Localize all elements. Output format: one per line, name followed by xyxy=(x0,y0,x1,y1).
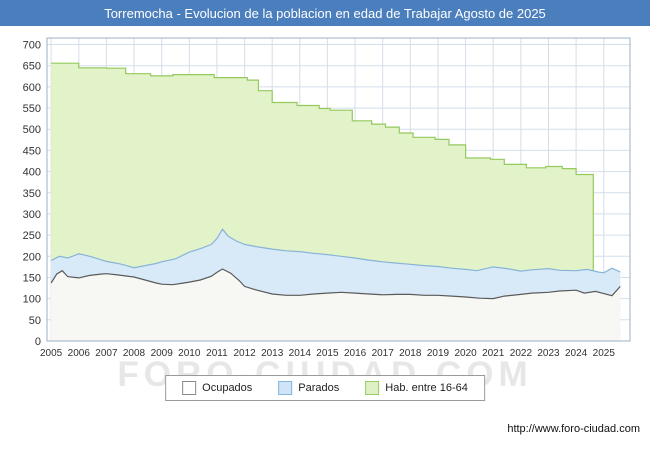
svg-text:2020: 2020 xyxy=(454,348,477,359)
svg-text:450: 450 xyxy=(23,145,41,157)
svg-text:400: 400 xyxy=(23,167,41,179)
svg-text:250: 250 xyxy=(23,230,41,242)
svg-text:2018: 2018 xyxy=(399,348,422,359)
svg-text:2015: 2015 xyxy=(316,348,339,359)
page-title: Torremocha - Evolucion de la poblacion e… xyxy=(104,5,546,21)
svg-text:2005: 2005 xyxy=(40,348,63,359)
legend-item-parados: Parados xyxy=(278,381,339,395)
svg-text:2022: 2022 xyxy=(510,348,533,359)
svg-text:2010: 2010 xyxy=(178,348,201,359)
svg-text:150: 150 xyxy=(23,273,41,285)
footer-url[interactable]: http://www.foro-ciudad.com xyxy=(507,423,640,435)
ocupados-swatch xyxy=(182,381,197,395)
legend-item-hab-16-64: Hab. entre 16-64 xyxy=(365,381,468,395)
svg-text:2012: 2012 xyxy=(233,348,256,359)
svg-text:0: 0 xyxy=(35,336,41,348)
svg-text:650: 650 xyxy=(23,61,41,73)
svg-text:200: 200 xyxy=(23,251,41,263)
title-bar: Torremocha - Evolucion de la poblacion e… xyxy=(0,0,650,26)
svg-text:600: 600 xyxy=(23,82,41,94)
svg-text:100: 100 xyxy=(23,294,41,306)
hab-16-64-swatch xyxy=(365,381,380,395)
svg-text:2017: 2017 xyxy=(372,348,395,359)
svg-text:2024: 2024 xyxy=(565,348,588,359)
legend-label-parados: Parados xyxy=(298,382,340,394)
legend-label-ocupados: Ocupados xyxy=(202,382,253,394)
svg-text:2011: 2011 xyxy=(206,348,228,359)
svg-text:2006: 2006 xyxy=(68,348,91,359)
svg-text:2014: 2014 xyxy=(289,348,312,359)
svg-text:550: 550 xyxy=(23,103,41,115)
legend-item-ocupados: Ocupados xyxy=(182,381,252,395)
population-area-chart: 0 50 100 150 200 250 300 350 400 450 500 550 600 650 7… xyxy=(23,37,631,359)
svg-text:2008: 2008 xyxy=(123,348,146,359)
svg-text:350: 350 xyxy=(23,188,41,200)
svg-text:300: 300 xyxy=(23,209,41,221)
svg-text:2023: 2023 xyxy=(537,348,560,359)
svg-text:50: 50 xyxy=(29,315,41,327)
svg-text:2025: 2025 xyxy=(593,348,616,359)
svg-text:2009: 2009 xyxy=(151,348,174,359)
svg-text:2013: 2013 xyxy=(261,348,284,359)
parados-swatch xyxy=(278,381,293,395)
legend-label-hab-16-64: Hab. entre 16-64 xyxy=(385,382,468,394)
svg-text:700: 700 xyxy=(23,40,41,52)
svg-text:2007: 2007 xyxy=(95,348,118,359)
svg-text:2016: 2016 xyxy=(344,348,367,359)
chart-legend: Ocupados Parados Hab. entre 16-64 xyxy=(165,375,485,401)
svg-text:2019: 2019 xyxy=(427,348,450,359)
svg-text:2021: 2021 xyxy=(482,348,505,359)
svg-text:500: 500 xyxy=(23,124,41,136)
